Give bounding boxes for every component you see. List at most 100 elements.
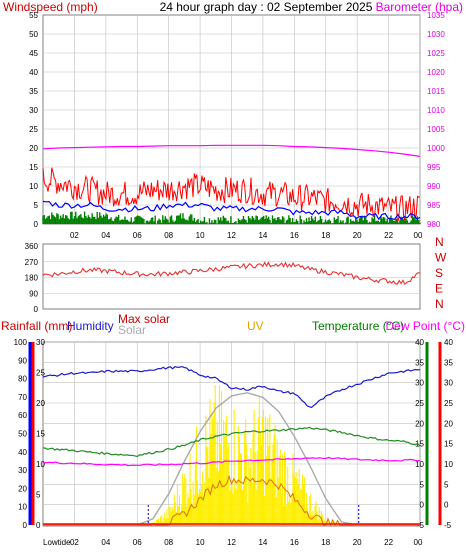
thermo-x-tick-label: 10 — [196, 538, 205, 547]
humidity-line — [42, 365, 421, 408]
thermo-x-tick-label: 02 — [70, 538, 79, 547]
thermo-x-tick-label: 20 — [353, 538, 362, 547]
temperature-y-tick-label: 40 — [415, 338, 424, 347]
humidity-y-tick-label: 10 — [18, 503, 27, 512]
compass-label: N — [435, 297, 444, 311]
direction-y-tick-label: 270 — [25, 258, 39, 267]
dew-y-tick-label: -5 — [444, 521, 452, 530]
temperature-y-tick-label: 20 — [415, 419, 424, 428]
wind-average-line — [42, 200, 421, 221]
wind-y-tick-label: 0 — [34, 220, 39, 229]
humidity-y-tick-label: 100 — [14, 338, 28, 347]
temperature-y-tick-label: 5 — [420, 480, 425, 489]
barometer-y-tick-label: 1030 — [427, 30, 445, 39]
humidity-y-tick-label: 70 — [18, 393, 27, 402]
dew-y-tick-label: 20 — [444, 419, 453, 428]
compass-label: S — [435, 266, 443, 280]
humidity-y-tick-label: 80 — [18, 375, 27, 384]
wind-y-tick-label: 30 — [29, 106, 38, 115]
humidity-y-tick-label: 20 — [18, 484, 27, 493]
barometer-y-tick-label: 1025 — [427, 49, 445, 58]
wind-x-tick-label: 18 — [321, 231, 330, 240]
thermo-x-tick-label: 18 — [321, 538, 330, 547]
barometer-y-tick-label: 995 — [427, 163, 441, 172]
wind-x-tick-label: 20 — [353, 231, 362, 240]
compass-label: W — [435, 251, 447, 265]
direction-grid — [43, 261, 420, 294]
barometer-line — [42, 144, 421, 157]
thermo-x-tick-label: 04 — [101, 538, 110, 547]
barometer-y-tick-label: 1035 — [427, 11, 445, 20]
wind-x-tick-label: 22 — [384, 231, 393, 240]
direction-y-ticks: 0 90 180 270 360 — [25, 242, 39, 314]
dew-y-tick-label: 15 — [444, 440, 453, 449]
thermo-x-tick-label: 08 — [164, 538, 173, 547]
uv-line — [43, 474, 420, 527]
temperature-y-tick-label: 30 — [415, 379, 424, 388]
compass-label: N — [435, 235, 444, 249]
thermo-x-tick-label: 12 — [227, 538, 236, 547]
wind-x-tick-label: 06 — [133, 231, 142, 240]
temperature-y-tick-label: 35 — [415, 358, 424, 367]
wind-series — [42, 144, 421, 224]
wind-x-tick-label: 10 — [196, 231, 205, 240]
direction-y-tick-label: 180 — [25, 274, 39, 283]
barometer-y-tick-label: 1010 — [427, 106, 445, 115]
temperature-y-tick-label: 15 — [415, 440, 424, 449]
thermo-x-tick-label: 00 — [414, 538, 423, 547]
thermo-x-tick-label: 16 — [290, 538, 299, 547]
direction-series — [42, 261, 420, 286]
wind-y-tick-label: 55 — [29, 11, 38, 20]
wind-y-tick-label: 50 — [29, 30, 38, 39]
humidity-y-tick-label: 40 — [18, 448, 27, 457]
humidity-y-tick-label: 50 — [18, 430, 27, 439]
rain-y-tick-label: 10 — [36, 460, 45, 469]
rain-y-tick-label: 5 — [36, 491, 41, 500]
temperature-y-tick-label: -5 — [417, 521, 425, 530]
thermo-x-tick-label: 22 — [384, 538, 393, 547]
temperature-axis-title: Temperature (°C) — [312, 319, 404, 333]
dew-point-axis-title: Dew Point (°C) — [386, 319, 465, 333]
humidity-legend: Humidity — [67, 319, 114, 333]
barometer-y-tick-label: 980 — [427, 220, 441, 229]
wind-y-tick-label: 40 — [29, 68, 38, 77]
compass-label: E — [435, 282, 443, 296]
wind-y-tick-label: 20 — [29, 144, 38, 153]
wind-y-ticks: 0 5 10 15 20 25 30 35 40 45 50 55 — [29, 11, 38, 229]
dew-y-tick-label: 25 — [444, 399, 453, 408]
windspeed-axis-title: Windspeed (mph) — [3, 0, 98, 14]
direction-y-tick-label: 90 — [29, 289, 38, 298]
wind-x-tick-label: 00 — [414, 231, 423, 240]
lowtide-label: Lowtide — [43, 538, 71, 547]
humidity-y-tick-label: 30 — [18, 466, 27, 475]
humidity-y-tick-label: 60 — [18, 411, 27, 420]
rain-y-tick-label: 25 — [36, 369, 45, 378]
wind-y-tick-label: 45 — [29, 49, 38, 58]
thermo-x-tick-label: 14 — [258, 538, 267, 547]
uv-legend: UV — [247, 319, 264, 333]
direction-y-tick-label: 360 — [25, 242, 39, 251]
thermo-series — [42, 365, 421, 527]
barometer-y-tick-label: 985 — [427, 201, 441, 210]
temperature-y-tick-label: 10 — [415, 460, 424, 469]
wind-y-tick-label: 10 — [29, 182, 38, 191]
wind-y-tick-label: 25 — [29, 125, 38, 134]
wind-x-tick-label: 02 — [70, 231, 79, 240]
dew-y-tick-label: 0 — [444, 501, 449, 510]
humidity-y-tick-label: 90 — [18, 356, 27, 365]
thermo-axes: 0102030405060708090100051015202530-50510… — [14, 338, 454, 530]
dew-point-line — [42, 456, 421, 467]
chart-title: 24 hour graph day : 02 September 2025 — [160, 0, 373, 14]
barometer-y-tick-label: 990 — [427, 182, 441, 191]
thermo-x-tick-label: 06 — [133, 538, 142, 547]
rain-y-tick-label: 20 — [36, 399, 45, 408]
wind-y-tick-label: 35 — [29, 87, 38, 96]
barometer-y-tick-label: 1000 — [427, 144, 445, 153]
rain-y-tick-label: 30 — [36, 338, 45, 347]
barometer-y-ticks: 980 985 990 995 1000 1005 1010 1015 1020 1025 1030… — [427, 11, 445, 229]
barometer-y-tick-label: 1015 — [427, 87, 445, 96]
barometer-y-tick-label: 1005 — [427, 125, 445, 134]
rainfall-axis-title: Rainfall (mm) — [1, 319, 72, 333]
